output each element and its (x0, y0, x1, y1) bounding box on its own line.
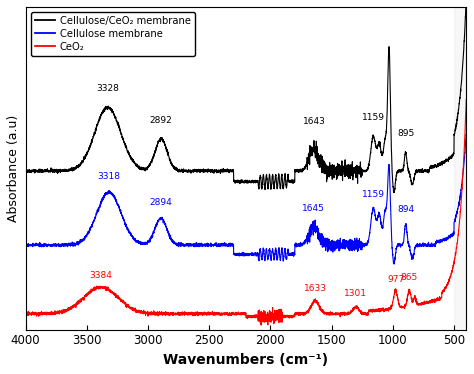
Text: 3318: 3318 (98, 172, 120, 181)
Text: 3328: 3328 (96, 84, 119, 93)
Text: 865: 865 (401, 273, 418, 282)
Text: 2892: 2892 (150, 116, 173, 125)
Text: 1301: 1301 (345, 289, 367, 298)
Text: 1159: 1159 (362, 113, 385, 122)
Text: 1645: 1645 (302, 204, 325, 213)
Text: 894: 894 (397, 205, 414, 214)
Text: 1159: 1159 (362, 190, 385, 199)
Bar (454, 7, 466, 329)
Text: 3384: 3384 (90, 271, 112, 280)
Y-axis label: Absorbance (a.u): Absorbance (a.u) (7, 115, 20, 222)
Text: 977: 977 (387, 275, 404, 283)
Text: 895: 895 (397, 129, 414, 138)
X-axis label: Wavenumbers (cm⁻¹): Wavenumbers (cm⁻¹) (163, 353, 328, 367)
Text: 1633: 1633 (304, 284, 327, 293)
Text: 2894: 2894 (149, 198, 172, 207)
Legend: Cellulose/CeO₂ membrane, Cellulose membrane, CeO₂: Cellulose/CeO₂ membrane, Cellulose membr… (30, 12, 194, 56)
Text: 1643: 1643 (302, 117, 326, 126)
